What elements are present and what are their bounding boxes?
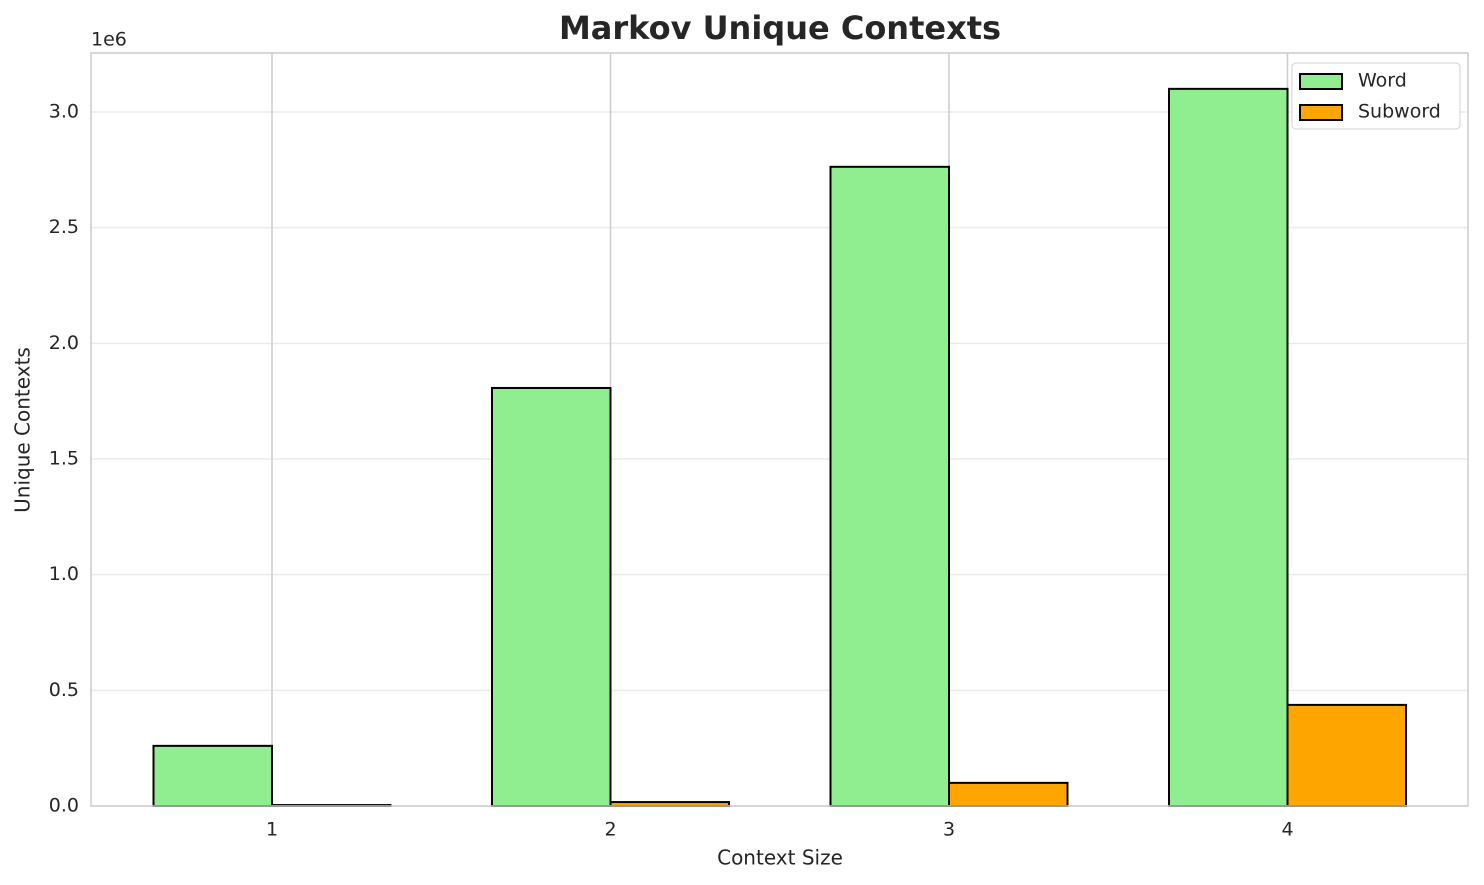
bar [1168, 87, 1289, 808]
bar [1286, 703, 1407, 808]
y-tick-label: 0.5 [49, 679, 79, 701]
y-tick-label: 1.5 [49, 447, 79, 469]
y-tick-label: 0.0 [49, 795, 79, 817]
legend-label: Word [1358, 70, 1407, 92]
y-tick-label: 2.0 [49, 332, 79, 354]
legend-label: Subword [1358, 101, 1441, 123]
y-axis-label: Unique Contexts [11, 347, 35, 513]
legend-swatch [1299, 73, 1343, 90]
x-tick-label: 3 [943, 819, 955, 841]
bar [829, 165, 950, 807]
bar [152, 744, 273, 808]
chart-title: Markov Unique Contexts [559, 9, 1001, 47]
x-tick-label: 2 [604, 819, 616, 841]
x-tick-label: 4 [1281, 819, 1293, 841]
y-tick-label: 1.0 [49, 563, 79, 585]
legend-swatch [1299, 104, 1343, 121]
y-tick-label: 2.5 [49, 216, 79, 238]
plot-frame [90, 52, 1469, 807]
y-offset-label: 1e6 [91, 29, 127, 51]
legend: Word Subword [1291, 62, 1461, 130]
y-tick-label: 3.0 [49, 100, 79, 122]
bar [948, 781, 1069, 807]
x-axis-label: Context Size [717, 846, 843, 870]
x-tick-label: 1 [266, 819, 278, 841]
bar [491, 386, 612, 807]
